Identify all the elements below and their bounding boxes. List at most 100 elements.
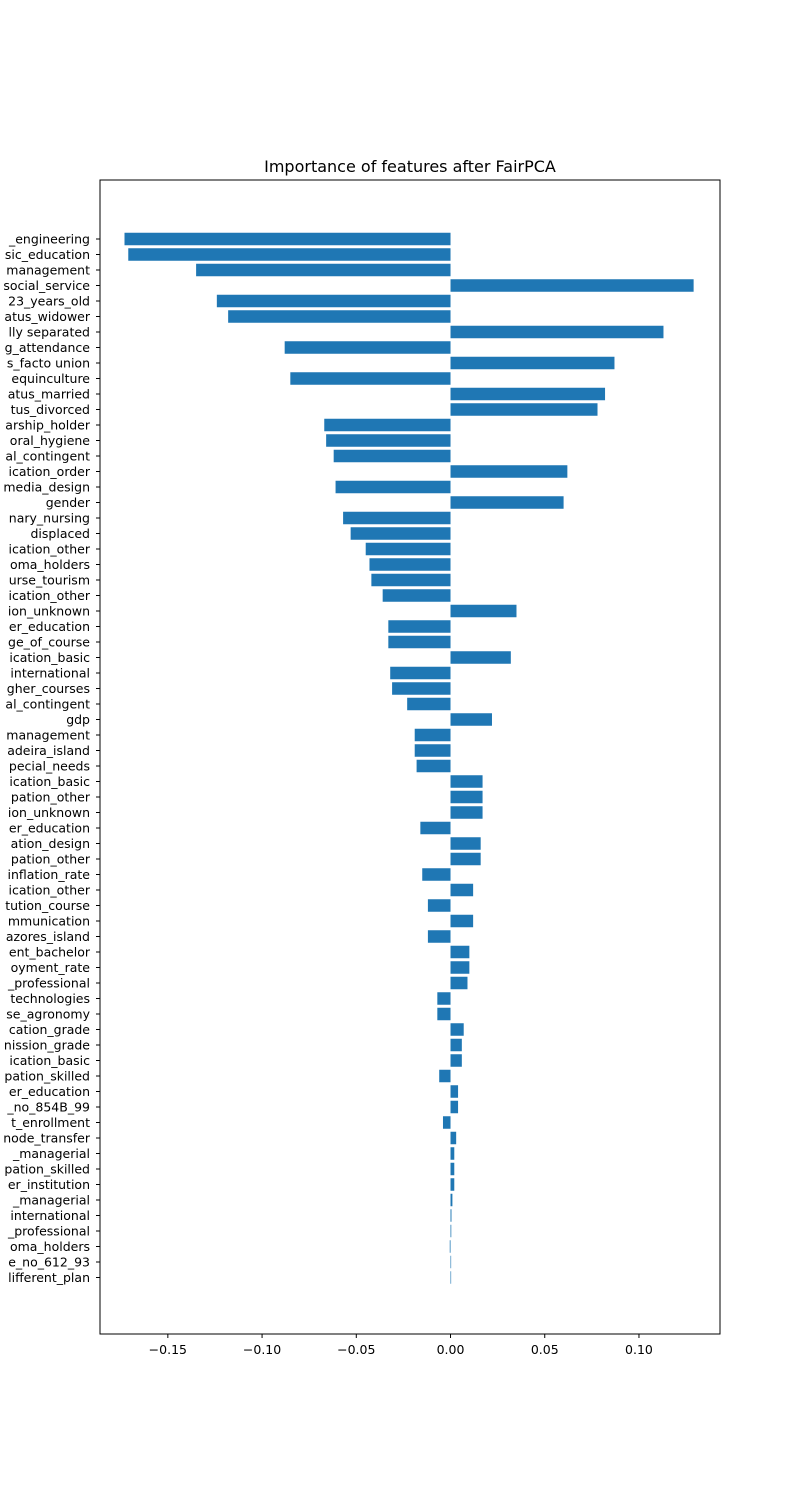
category-label-49: technologies (10, 991, 90, 1006)
category-label-30: al_contingent (5, 697, 90, 712)
bar-0 (124, 232, 451, 246)
bar-53 (450, 1054, 462, 1067)
bar-49 (437, 992, 451, 1005)
bar-65 (449, 1240, 451, 1253)
category-label-40: pation_other (11, 852, 91, 867)
bar-4 (216, 294, 451, 308)
x-tick-label-2: −0.05 (337, 1342, 375, 1357)
bar-34 (416, 759, 451, 773)
category-label-57: t_enrollment (11, 1115, 90, 1130)
bar-51 (450, 1023, 464, 1036)
bar-36 (450, 790, 483, 804)
category-label-29: gher_courses (7, 681, 90, 696)
bar-58 (450, 1131, 457, 1145)
category-label-39: ation_design (11, 836, 90, 851)
category-label-59: _managerial (12, 1146, 90, 1161)
bar-8 (450, 356, 615, 370)
bar-13 (326, 434, 451, 447)
bar-17 (450, 496, 564, 509)
category-labels-group: _engineeringsic_educationmanagementsocia… (3, 232, 100, 1285)
bar-57 (442, 1116, 451, 1129)
bar-6 (450, 325, 664, 339)
category-label-24: ion_unknown (8, 604, 90, 619)
bar-38 (420, 821, 451, 835)
bar-12 (324, 418, 451, 432)
bar-15 (450, 465, 568, 478)
category-label-1: sic_education (5, 247, 90, 262)
category-label-64: _professional (7, 1224, 90, 1239)
category-label-45: azores_island (6, 929, 90, 944)
bar-44 (450, 914, 474, 928)
bar-46 (450, 945, 470, 959)
category-label-42: ication_other (8, 883, 90, 898)
category-label-58: node_transfer (3, 1131, 91, 1146)
bar-52 (450, 1038, 462, 1052)
category-label-22: urse_tourism (9, 573, 90, 588)
category-label-23: ication_other (8, 588, 90, 603)
bar-62 (450, 1193, 453, 1207)
category-label-16: media_design (3, 480, 90, 495)
category-label-33: adeira_island (7, 743, 90, 758)
bar-9 (290, 372, 451, 385)
bar-60 (450, 1162, 455, 1176)
bar-30 (407, 697, 451, 711)
bar-61 (450, 1178, 455, 1191)
bar-23 (382, 589, 451, 602)
category-label-27: ication_basic (9, 650, 90, 665)
bars-group (124, 232, 694, 1284)
bar-22 (371, 573, 451, 587)
bar-29 (392, 682, 451, 695)
category-label-51: cation_grade (9, 1022, 90, 1037)
bar-11 (450, 403, 598, 416)
category-label-41: inflation_rate (7, 867, 90, 882)
bar-45 (427, 930, 451, 943)
bar-39 (450, 837, 481, 850)
bar-47 (450, 961, 470, 974)
bar-64 (450, 1224, 452, 1238)
category-label-10: atus_married (8, 387, 90, 402)
category-label-35: ication_basic (9, 774, 90, 789)
category-label-44: mmunication (8, 914, 90, 929)
bar-16 (335, 480, 451, 494)
category-label-20: ication_other (8, 542, 90, 557)
bar-59 (450, 1147, 455, 1160)
category-label-62: _managerial (12, 1193, 90, 1208)
x-tick-label-4: 0.05 (531, 1342, 559, 1357)
bar-48 (450, 976, 468, 990)
category-label-66: e_no_612_93 (8, 1255, 90, 1270)
category-label-61: er_institution (8, 1177, 90, 1192)
x-axis: −0.15 −0.10 −0.05 0.00 0.05 0.10 (149, 1334, 653, 1357)
bar-19 (350, 527, 451, 540)
bar-56 (450, 1100, 459, 1114)
bar-42 (450, 883, 474, 897)
category-label-21: oma_holders (10, 557, 90, 572)
category-label-53: ication_basic (9, 1053, 90, 1068)
category-label-63: international (10, 1208, 90, 1223)
category-label-60: pation_skilled (4, 1162, 90, 1177)
category-label-34: pecial_needs (9, 759, 90, 774)
category-label-2: management (6, 263, 90, 278)
category-label-31: gdp (66, 712, 90, 727)
category-label-15: ication_order (8, 464, 90, 479)
category-label-55: er_education (9, 1084, 90, 1099)
bar-40 (450, 852, 481, 866)
category-label-13: oral_hygiene (10, 433, 91, 448)
bar-18 (343, 511, 451, 525)
category-label-32: management (6, 728, 90, 743)
category-label-17: gender (46, 495, 91, 510)
plot-frame (99, 179, 721, 1335)
category-label-43: tution_course (5, 898, 90, 913)
bar-43 (427, 899, 451, 912)
bar-25 (388, 620, 451, 633)
bar-28 (390, 666, 451, 680)
bar-14 (333, 449, 451, 463)
category-label-6: lly separated (9, 325, 90, 340)
category-label-36: pation_other (11, 790, 91, 805)
category-label-48: _professional (7, 976, 90, 991)
category-label-52: nission_grade (4, 1038, 90, 1053)
category-label-26: ge_of_course (8, 635, 90, 650)
bar-21 (369, 558, 451, 571)
category-label-7: g_attendance (5, 340, 91, 355)
category-label-12: arship_holder (5, 418, 91, 433)
category-label-67: lifferent_plan (8, 1270, 90, 1285)
